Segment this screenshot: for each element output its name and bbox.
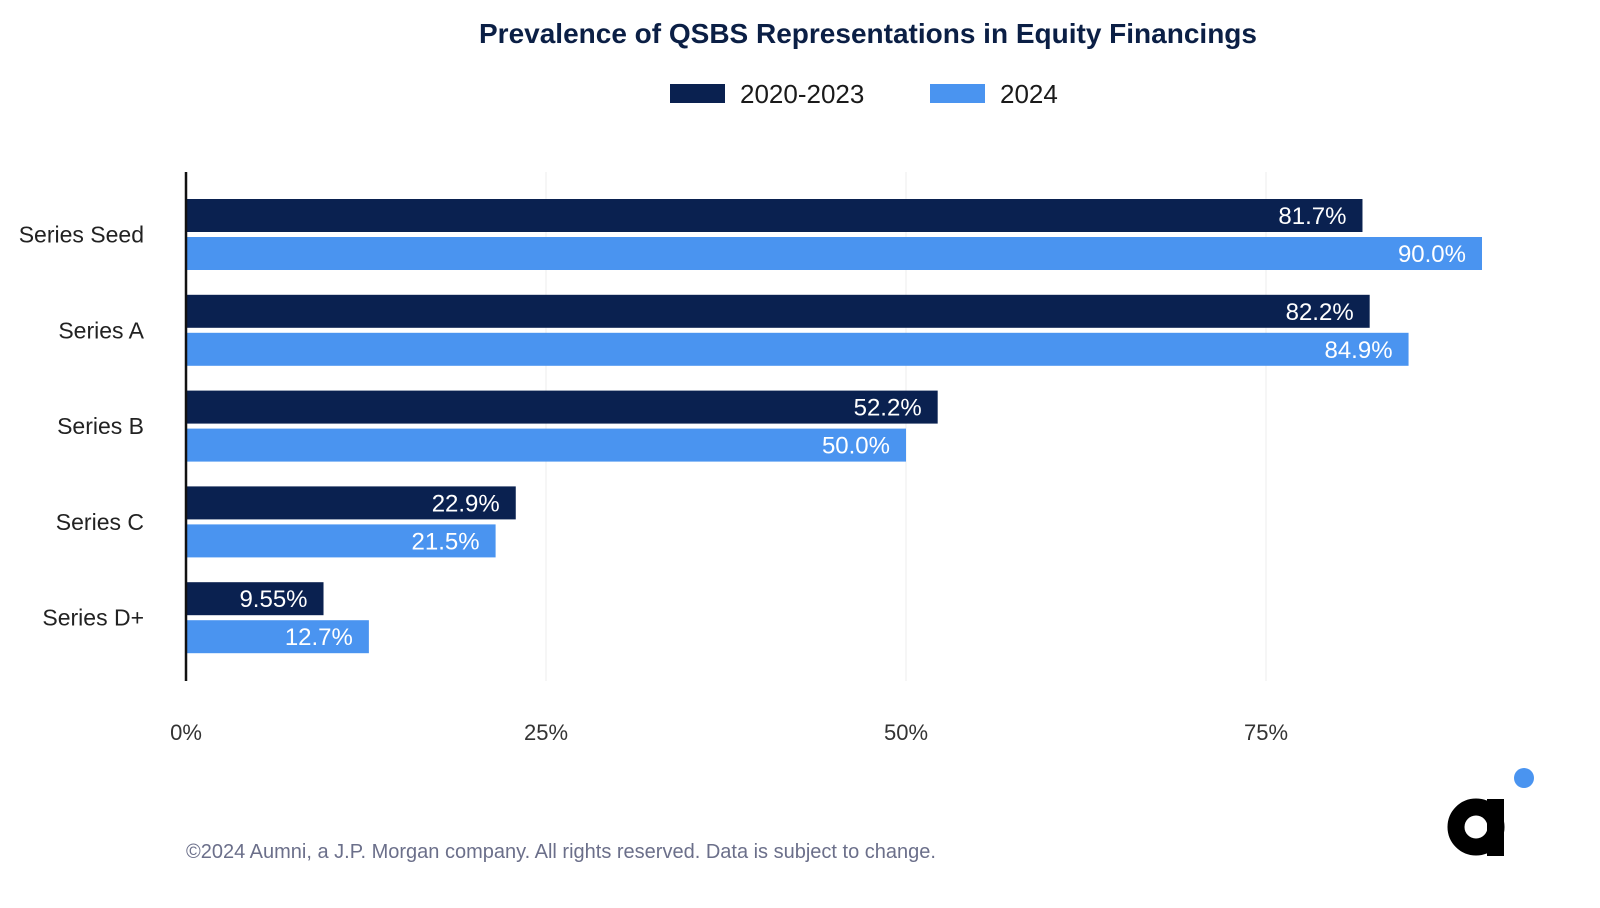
legend-swatch-2020-2023	[670, 84, 725, 103]
bar-series-c-2024	[186, 524, 496, 558]
legend-label-2024: 2024	[1000, 79, 1058, 109]
bar-value-label: 22.9%	[432, 490, 500, 517]
bar-value-label: 82.2%	[1286, 299, 1354, 326]
category-label: Series B	[57, 413, 144, 439]
x-tick-label: 50%	[884, 720, 928, 745]
footer-copyright: ©2024 Aumni, a J.P. Morgan company. All …	[186, 841, 936, 863]
x-axis-ticks: 0% 25% 50% 75%	[170, 720, 1288, 745]
bar-value-label: 90.0%	[1398, 241, 1466, 268]
bar-value-label: 84.9%	[1324, 337, 1392, 364]
bar-series-d--2024	[186, 620, 369, 654]
x-tick-label: 0%	[170, 720, 202, 745]
bar-series-a-2020-2023	[186, 294, 1370, 328]
category-label: Series D+	[42, 605, 144, 631]
bar-value-label: 12.7%	[285, 624, 353, 651]
bar-series-b-2020-2023	[186, 390, 938, 424]
bar-series-seed-2024	[186, 237, 1482, 270]
category-label: Series A	[58, 317, 144, 343]
category-label: Series Seed	[19, 222, 144, 248]
bar-value-label: 50.0%	[822, 433, 890, 460]
category-labels: Series Seed Series A Series B Series C Serie…	[19, 222, 145, 631]
bar-value-label: 81.7%	[1278, 203, 1346, 230]
bar-series-d--2020-2023	[186, 582, 324, 616]
category-label: Series C	[56, 509, 144, 535]
bar-series-a-2024	[186, 332, 1409, 366]
aumni-logo-icon	[1447, 768, 1534, 856]
logo-dot	[1514, 768, 1534, 788]
legend-swatch-2024	[930, 84, 985, 103]
bar-series-b-2024	[186, 428, 906, 462]
bar-series-c-2020-2023	[186, 486, 516, 520]
bars: 81.7% 90.0% 82.2% 84.9% 52.2% 50.0% 22.9% 21.5%…	[186, 199, 1482, 654]
x-tick-label: 75%	[1244, 720, 1288, 745]
x-tick-label: 25%	[524, 720, 568, 745]
logo-stem	[1487, 799, 1504, 856]
bar-value-label: 21.5%	[412, 528, 480, 555]
bar-value-label: 52.2%	[854, 395, 922, 422]
chart-title: Prevalence of QSBS Representations in Eq…	[479, 18, 1257, 49]
bar-series-seed-2020-2023	[186, 199, 1363, 232]
legend-label-2020-2023: 2020-2023	[740, 79, 864, 109]
legend: 2020-2023 2024	[670, 79, 1058, 109]
bar-value-label: 9.55%	[239, 586, 307, 613]
